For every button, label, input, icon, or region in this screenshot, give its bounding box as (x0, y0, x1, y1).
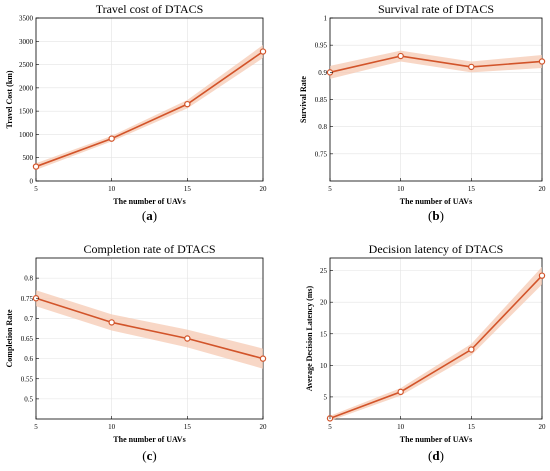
x-tick-label: 20 (260, 185, 268, 193)
chart-title: Completion rate of DTACS (83, 242, 215, 256)
confidence-band (36, 45, 263, 170)
y-axis-label: Travel Cost (km) (5, 70, 14, 128)
x-axis-label: The number of UAVs (113, 435, 185, 444)
axes-box (329, 257, 543, 420)
x-axis-label: The number of UAVs (400, 435, 472, 444)
x-tick-label: 10 (397, 185, 405, 193)
y-tick-label: 0.5 (24, 395, 33, 403)
data-point (538, 272, 546, 279)
x-tick-label: 15 (184, 185, 192, 193)
y-axis-label: Average Decision Latency (ms) (305, 285, 314, 391)
x-tick-label: 10 (397, 423, 405, 431)
data-point (184, 335, 191, 342)
data-point (108, 135, 115, 142)
data-point (32, 163, 40, 170)
y-tick-label: 0.8 (24, 275, 33, 283)
x-tick-label: 15 (468, 185, 476, 193)
confidence-band (36, 290, 263, 369)
axes-box (35, 17, 264, 182)
y-tick-label: 0.75 (315, 150, 328, 158)
y-tick-label: 10 (320, 362, 328, 370)
series-line (35, 50, 264, 168)
chart-panel-3: 5 10 15 20 25 5 10 15 20 Decision latency of DTAC… (305, 242, 546, 463)
y-tick-label: 2500 (19, 61, 34, 69)
y-tick-label: 0.95 (315, 42, 328, 50)
y-tick-label: 500 (23, 154, 34, 162)
y-tick-label: 1 (324, 15, 328, 23)
chart-title: Survival rate of DTACS (378, 2, 494, 16)
y-tick-label: 0.75 (21, 295, 34, 303)
subfigure-label: (b) (428, 208, 444, 223)
y-tick-label: 15 (320, 330, 328, 338)
y-tick-label: 0.7 (24, 315, 33, 323)
confidence-band (330, 50, 542, 79)
data-point (108, 319, 115, 326)
x-tick-label: 5 (34, 423, 38, 431)
y-tick-label: 0.9 (318, 69, 327, 77)
chart-panel-2: 0.5 0.55 0.6 0.65 0.7 0.75 0.8 5 10 15 20 Completio… (5, 242, 267, 463)
x-tick-label: 20 (260, 423, 268, 431)
confidence-band (330, 266, 542, 421)
y-tick-label: 0.6 (24, 355, 33, 363)
chart-panel-0: 0 500 1000 1500 2000 2500 3000 3500 5 10 15 20 Trave… (5, 2, 267, 223)
x-tick-label: 20 (539, 423, 547, 431)
x-tick-label: 15 (468, 423, 476, 431)
y-tick-label: 0.8 (318, 123, 327, 131)
y-tick-label: 1500 (19, 108, 34, 116)
y-tick-label: 0 (30, 178, 34, 186)
data-point (468, 63, 475, 71)
subfigure-label: (d) (428, 448, 444, 463)
x-tick-label: 10 (108, 185, 116, 193)
y-axis-label: Completion Rate (5, 309, 14, 367)
data-point (184, 100, 191, 108)
y-tick-label: 20 (320, 299, 328, 307)
y-axis-label: Survival Rate (299, 76, 308, 123)
data-point (259, 355, 267, 362)
series-line (329, 275, 543, 420)
subfigure-label: (a) (142, 208, 157, 223)
x-tick-label: 5 (328, 185, 332, 193)
data-point (397, 388, 404, 396)
x-tick-label: 20 (539, 185, 547, 193)
y-tick-label: 5 (324, 393, 328, 401)
x-tick-label: 5 (34, 185, 38, 193)
chart-title: Decision latency of DTACS (369, 242, 504, 256)
y-tick-label: 2000 (19, 84, 34, 92)
data-point (538, 58, 546, 65)
x-tick-label: 10 (108, 423, 116, 431)
y-tick-label: 0.85 (315, 96, 328, 104)
x-axis-label: The number of UAVs (113, 197, 185, 206)
series-line (329, 55, 543, 74)
x-tick-label: 15 (184, 423, 192, 431)
x-tick-label: 5 (328, 423, 332, 431)
data-point (397, 52, 404, 60)
y-tick-label: 1000 (19, 131, 34, 139)
y-tick-label: 25 (320, 267, 328, 275)
data-point (468, 346, 475, 353)
x-axis-label: The number of UAVs (400, 197, 472, 206)
y-tick-label: 3500 (19, 15, 34, 23)
subfigure-label: (c) (142, 448, 156, 463)
y-tick-label: 0.55 (21, 375, 34, 383)
series-line (35, 297, 264, 360)
y-tick-label: 3000 (19, 38, 34, 46)
y-tick-label: 0.65 (21, 335, 34, 343)
chart-title: Travel cost of DTACS (96, 2, 204, 16)
data-point (259, 48, 267, 55)
